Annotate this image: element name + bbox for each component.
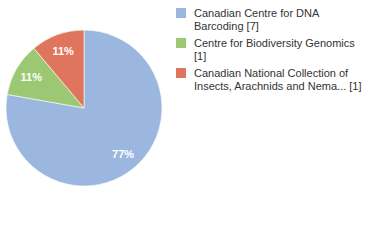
legend-swatch xyxy=(176,68,186,78)
legend: Canadian Centre for DNABarcoding [7] Cent… xyxy=(176,7,362,92)
pie: 77% 11% 11% xyxy=(6,30,162,186)
data-label: 11% xyxy=(21,71,43,83)
data-label: 11% xyxy=(52,45,74,57)
data-label: 77% xyxy=(112,148,134,160)
legend-label: Canadian Centre for DNABarcoding [7] xyxy=(194,7,320,32)
pie-slice xyxy=(34,30,84,108)
legend-swatch xyxy=(176,8,186,18)
pie-slice xyxy=(6,30,162,186)
legend-label: Canadian National Collection ofInsects, … xyxy=(194,67,362,92)
legend-swatch xyxy=(176,38,186,48)
chart: 77% 11% 11% Canadian Centre for DNABarcodin… xyxy=(0,0,380,240)
legend-label: Centre for Biodiversity Genomics[1] xyxy=(194,37,355,62)
